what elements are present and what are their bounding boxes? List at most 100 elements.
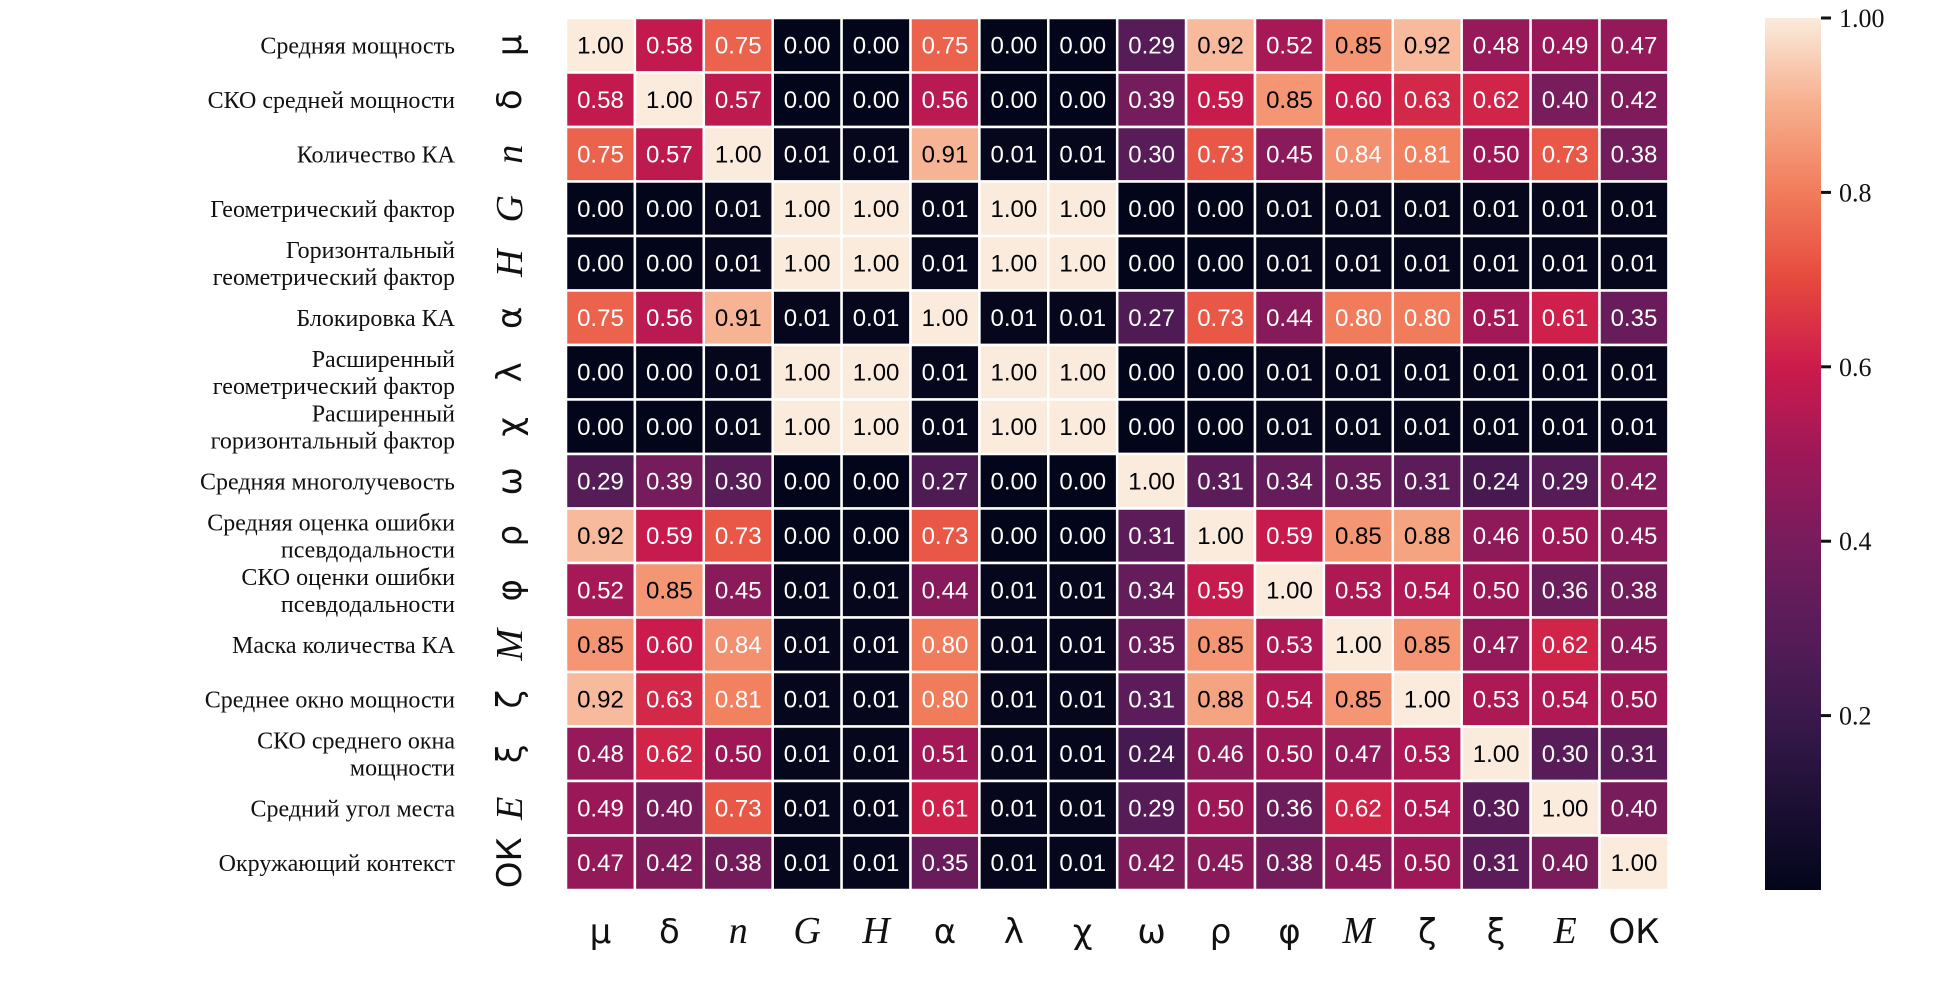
heatmap-cell (1047, 398, 1119, 456)
row-label: Средний угол места (250, 796, 455, 822)
cell-value-label: 0.50 (1404, 850, 1451, 877)
cell-value-label: 0.00 (784, 468, 831, 495)
cell-value-label: 0.54 (1542, 686, 1589, 713)
cell-value-label: 0.45 (1335, 850, 1382, 877)
heatmap-cell (1253, 616, 1326, 674)
cell-value-label: 0.80 (922, 632, 969, 659)
cell-value-label: 0.38 (715, 850, 762, 877)
cell-value-label: 0.85 (577, 632, 624, 659)
cell-value-label: 0.91 (922, 141, 969, 168)
cell-value-label: 1.00 (1197, 523, 1244, 550)
cell-value-label: 0.01 (990, 741, 1037, 768)
heatmap-cell (1322, 343, 1395, 401)
cell-value-label: 0.75 (577, 305, 624, 332)
cell-value-label: 0.00 (1128, 414, 1175, 441)
cell-value-label: 0.01 (784, 141, 831, 168)
cell-value-label: 0.01 (1059, 577, 1106, 604)
cell-value-label: 0.48 (1473, 32, 1520, 59)
row-label: Окружающий контекст (219, 851, 456, 877)
heatmap-cell (1529, 234, 1601, 292)
cell-value-label: 0.00 (853, 87, 900, 114)
cell-value-label: 0.01 (853, 632, 900, 659)
heatmap-cell (1391, 616, 1463, 674)
cell-value-label: 0.51 (922, 741, 969, 768)
heatmap-cell (909, 71, 981, 129)
cell-value-label: 0.42 (646, 850, 693, 877)
cell-value-label: 0.29 (1128, 32, 1175, 59)
heatmap-cell (1529, 670, 1601, 728)
heatmap-cell (1322, 616, 1395, 674)
cell-value-label: 0.01 (990, 632, 1037, 659)
cell-value-label: 0.47 (1335, 741, 1382, 768)
cell-value-label: 0.30 (1542, 741, 1589, 768)
cell-value-label: 0.59 (1197, 577, 1244, 604)
cell-value-label: 0.00 (990, 87, 1037, 114)
cell-value-label: 0.62 (646, 741, 693, 768)
cell-value-label: 0.50 (715, 741, 762, 768)
heatmap-cell (1322, 834, 1395, 892)
colorbar-tick-label: 1.00 (1839, 4, 1885, 33)
cell-value-label: 0.50 (1611, 686, 1658, 713)
cell-value-label: 0.00 (646, 196, 693, 223)
cell-value-label: 1.00 (1473, 741, 1520, 768)
row-label: Количество КА (297, 142, 456, 168)
heatmap-cell (909, 834, 981, 892)
cell-value-label: 0.01 (1611, 250, 1658, 277)
cell-value-label: 0.31 (1473, 850, 1520, 877)
cell-value-label: 0.88 (1404, 523, 1451, 550)
cell-value-label: 0.01 (715, 359, 762, 386)
row-symbol-label: G (489, 195, 531, 222)
cell-value-label: 0.01 (1335, 414, 1382, 441)
cell-value-label: 0.40 (646, 795, 693, 822)
cell-value-label: 0.01 (1611, 196, 1658, 223)
heatmap-cell (978, 289, 1050, 347)
heatmap-cell (1253, 234, 1326, 292)
cell-value-label: 0.85 (646, 577, 693, 604)
heatmap-cell (1184, 16, 1257, 74)
heatmap-cell (840, 234, 912, 292)
cell-value-label: 0.57 (715, 87, 762, 114)
cell-value-label: 0.49 (577, 795, 624, 822)
heatmap-cell (1460, 670, 1532, 728)
heatmap-cell (1184, 398, 1257, 456)
cell-value-label: 0.01 (990, 686, 1037, 713)
cell-value-label: 0.01 (1266, 250, 1313, 277)
cell-value-label: 1.00 (990, 196, 1037, 223)
row-label: геометрический фактор (213, 374, 455, 400)
heatmap-cell (771, 507, 843, 565)
heatmap-cell (1047, 779, 1119, 837)
row-symbol-label: ξ (490, 744, 530, 763)
heatmap-cell (702, 779, 774, 837)
cell-value-label: 0.30 (1473, 795, 1520, 822)
cell-value-label: 0.51 (1473, 305, 1520, 332)
cell-value-label: 0.29 (1542, 468, 1589, 495)
cell-value-label: 0.01 (853, 141, 900, 168)
column-symbol-label: δ (659, 912, 680, 952)
cell-value-label: 0.85 (1335, 686, 1382, 713)
row-label: псевдодальности (281, 537, 455, 563)
colorbar-tick-label: 0.8 (1839, 178, 1872, 207)
cell-value-label: 0.54 (1404, 577, 1451, 604)
cell-value-label: 0.00 (646, 250, 693, 277)
heatmap-cell (1253, 180, 1326, 238)
heatmap-cell (771, 670, 843, 728)
cell-value-label: 0.45 (1266, 141, 1313, 168)
cell-value-label: 0.27 (922, 468, 969, 495)
row-label: Расширенный (312, 401, 455, 427)
cell-value-label: 0.53 (1473, 686, 1520, 713)
heatmap-cell (1598, 670, 1670, 728)
heatmap-cell (1598, 125, 1670, 183)
heatmap-cell (1047, 834, 1119, 892)
row-symbol-label: H (489, 247, 531, 278)
row-symbol-label: λ (490, 362, 530, 382)
heatmap-cell (564, 779, 637, 837)
cell-value-label: 1.00 (1059, 250, 1106, 277)
row-symbol-label: α (490, 307, 530, 329)
row-label: псевдодальности (281, 592, 455, 618)
heatmap-cell (1047, 16, 1119, 74)
heatmap-cell (564, 343, 637, 401)
cell-value-label: 0.01 (784, 741, 831, 768)
cell-value-label: 0.73 (715, 795, 762, 822)
cell-value-label: 0.34 (1266, 468, 1313, 495)
cell-value-label: 0.45 (715, 577, 762, 604)
